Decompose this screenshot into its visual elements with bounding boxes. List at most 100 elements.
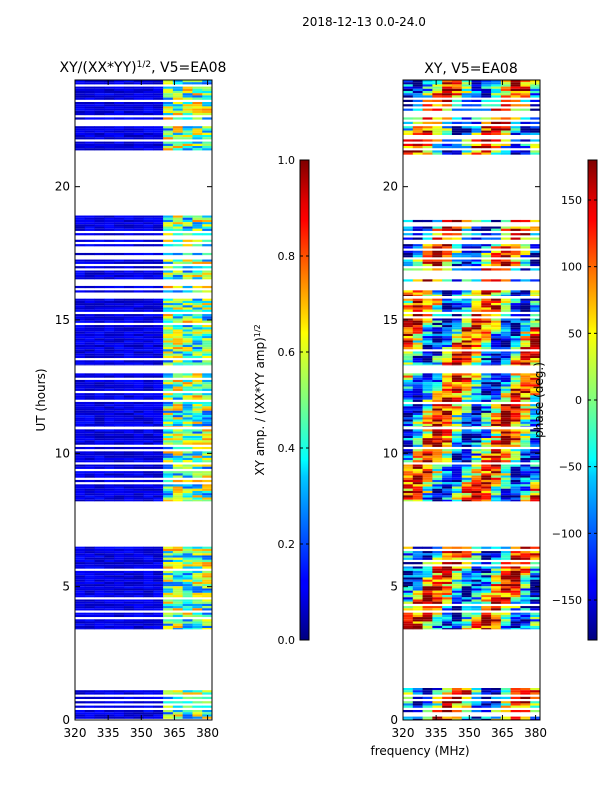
heatmap-cell	[432, 619, 443, 622]
heatmap-cell	[451, 628, 463, 630]
heatmap-cell	[520, 360, 531, 363]
heatmap-cell	[182, 130, 193, 133]
heatmap-cell	[104, 113, 115, 116]
heatmap-cell	[422, 338, 433, 341]
heatmap-cell	[143, 692, 154, 695]
heatmap-cell	[182, 716, 193, 719]
heatmap-cell	[500, 599, 512, 602]
heatmap-cell	[442, 406, 453, 409]
heatmap-cell	[481, 619, 492, 622]
heatmap-cell	[133, 88, 144, 91]
heatmap-cell	[94, 562, 105, 565]
heatmap-cell	[153, 259, 164, 262]
heatmap-cell	[84, 327, 95, 330]
heatmap-cell	[75, 592, 86, 596]
heatmap-cell	[182, 270, 193, 273]
heatmap-cell	[520, 340, 531, 343]
heatmap-cell	[114, 714, 125, 717]
heatmap-cell	[123, 421, 135, 424]
heatmap-cell	[84, 88, 95, 91]
heatmap-cell	[143, 126, 154, 129]
heatmap-cell	[202, 628, 212, 630]
heatmap-cell	[471, 431, 482, 434]
heatmap-cell	[471, 146, 482, 149]
heatmap-cell	[172, 270, 184, 273]
heatmap-cell	[481, 130, 492, 133]
heatmap-cell	[432, 570, 443, 574]
heatmap-cell	[432, 442, 443, 445]
heatmap-cell	[471, 484, 482, 487]
heatmap-cell	[432, 435, 443, 439]
heatmap-cell	[172, 404, 184, 407]
heatmap-cell	[143, 464, 154, 467]
heatmap-cell	[104, 128, 115, 131]
heatmap-cell	[202, 244, 212, 247]
heatmap-cell	[432, 358, 443, 361]
colorbar-tick-label: 50	[568, 327, 582, 340]
heatmap-cell	[442, 252, 453, 256]
heatmap-cell	[123, 388, 135, 391]
heatmap-cell	[412, 590, 423, 593]
heatmap-cell	[432, 126, 443, 129]
heatmap-cell	[481, 599, 492, 602]
heatmap-cell	[403, 453, 414, 456]
heatmap-cell	[520, 455, 531, 458]
heatmap-cell	[451, 453, 463, 456]
heatmap-cell	[75, 453, 86, 456]
heatmap-cell	[412, 455, 423, 458]
heatmap-cell	[182, 690, 193, 693]
heatmap-cell	[481, 393, 492, 396]
heatmap-cell	[481, 566, 492, 569]
heatmap-cell	[510, 710, 521, 713]
heatmap-cell	[133, 570, 144, 574]
heatmap-cell	[451, 421, 463, 424]
heatmap-cell	[143, 309, 154, 312]
heatmap-cell	[153, 353, 164, 356]
heatmap-cell	[520, 399, 531, 402]
heatmap-cell	[442, 279, 453, 282]
heatmap-cell	[422, 268, 433, 271]
heatmap-cell	[530, 606, 540, 609]
heatmap-cell	[192, 386, 203, 389]
heatmap-cell	[461, 433, 472, 436]
heatmap-cell	[114, 126, 125, 129]
heatmap-cell	[163, 705, 174, 708]
heatmap-cell	[491, 705, 502, 708]
heatmap-cell	[172, 128, 184, 131]
heatmap-cell	[442, 568, 453, 571]
heatmap-cell	[403, 128, 414, 131]
heatmap-cell	[520, 91, 531, 94]
heatmap-cell	[520, 408, 531, 411]
heatmap-cell	[510, 290, 521, 293]
heatmap-cell	[94, 327, 105, 330]
heatmap-cell	[202, 353, 212, 356]
heatmap-cell	[500, 360, 512, 363]
heatmap-cell	[442, 453, 453, 456]
heatmap-cell	[510, 421, 521, 424]
heatmap-cell	[442, 386, 453, 389]
heatmap-cell	[510, 608, 521, 611]
heatmap-cell	[412, 325, 423, 328]
heatmap-cell	[451, 360, 463, 363]
heatmap-cell	[172, 290, 184, 293]
heatmap-cell	[182, 404, 193, 407]
heatmap-cell	[442, 557, 453, 560]
heatmap-cell	[123, 338, 135, 341]
heatmap-cell	[172, 97, 184, 100]
heatmap-cell	[163, 126, 174, 129]
heatmap-cell	[510, 250, 521, 253]
heatmap-cell	[412, 592, 423, 596]
heatmap-cell	[432, 393, 443, 396]
heatmap-cell	[500, 586, 512, 589]
heatmap-cell	[471, 384, 482, 387]
heatmap-cell	[182, 471, 193, 474]
heatmap-cell	[451, 338, 463, 341]
heatmap-cell	[500, 449, 512, 452]
heatmap-cell	[442, 575, 453, 578]
heatmap-cell	[471, 228, 482, 231]
heatmap-cell	[422, 375, 433, 378]
heatmap-cell	[202, 479, 212, 483]
heatmap-cell	[461, 466, 472, 469]
heatmap-cell	[182, 362, 193, 365]
